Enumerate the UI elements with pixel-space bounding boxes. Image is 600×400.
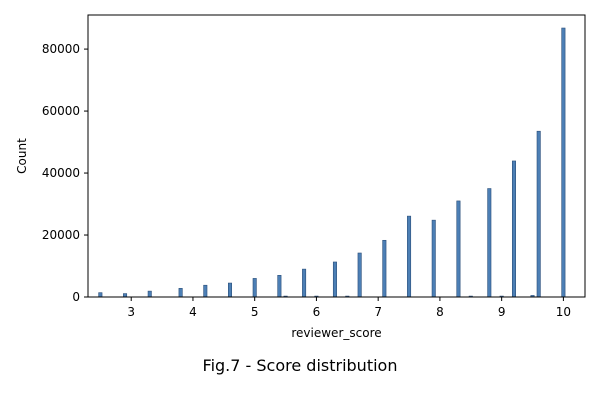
histogram-bar — [147, 290, 152, 298]
y-tick-label: 60000 — [42, 104, 80, 118]
histogram-bar — [98, 292, 103, 298]
y-tick-label: 20000 — [42, 228, 80, 242]
x-tick-label: 4 — [189, 305, 197, 319]
x-tick-label: 6 — [313, 305, 321, 319]
histogram-bar — [561, 27, 566, 298]
histogram-bar — [203, 284, 208, 298]
histogram-bar — [123, 293, 128, 298]
y-axis: 0 20000 40000 60000 80000 — [42, 42, 88, 304]
figure-caption: Fig.7 - Score distribution — [202, 356, 398, 375]
x-tick-label: 3 — [127, 305, 135, 319]
y-axis-label: Count — [15, 138, 29, 174]
histogram-bar — [302, 268, 307, 298]
x-axis: 3 4 5 6 7 8 9 10 — [127, 297, 571, 319]
y-tick-label: 40000 — [42, 166, 80, 180]
histogram-bar — [511, 160, 516, 298]
plot-frame — [87, 14, 586, 298]
x-axis-label: reviewer_score — [291, 326, 381, 340]
histogram-bar — [252, 278, 257, 298]
histogram-bar — [431, 219, 436, 298]
x-tick-label: 5 — [251, 305, 259, 319]
histogram-bar — [277, 275, 282, 298]
y-tick-label: 80000 — [42, 42, 80, 56]
histogram-bar — [407, 215, 412, 298]
histogram-bar — [456, 200, 461, 298]
x-tick-label: 8 — [436, 305, 444, 319]
x-tick-label: 10 — [556, 305, 571, 319]
histogram-bar — [382, 239, 387, 298]
histogram-bars — [98, 27, 566, 298]
histogram-bar — [332, 261, 337, 298]
histogram-bar — [178, 288, 183, 298]
y-tick-label: 0 — [72, 290, 80, 304]
histogram-bar — [487, 188, 492, 298]
x-tick-label: 7 — [374, 305, 382, 319]
histogram-bar — [228, 282, 233, 298]
histogram-bar — [536, 130, 541, 298]
x-tick-label: 9 — [498, 305, 506, 319]
histogram-bar — [357, 252, 362, 298]
